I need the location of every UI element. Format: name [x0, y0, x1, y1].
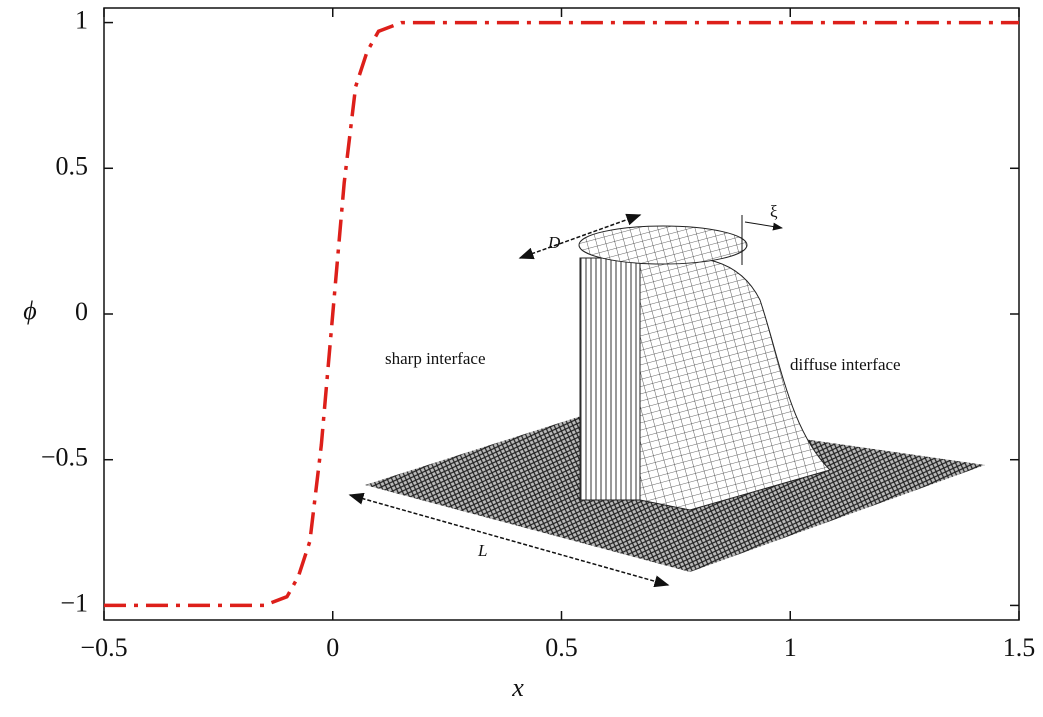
y-tick-label: 0.5 — [56, 151, 89, 180]
diffuse-bump — [639, 256, 831, 511]
inset-label: L — [477, 541, 487, 560]
inset-label: sharp interface — [385, 349, 486, 368]
y-tick-label: −1 — [60, 588, 88, 617]
y-tick-label: 1 — [75, 6, 88, 35]
x-tick-label: 0 — [326, 633, 339, 662]
inset-label: ξ — [770, 202, 778, 221]
x-tick-label: 1 — [784, 633, 797, 662]
inset-label: D — [547, 233, 561, 252]
x-axis-label: x — [511, 673, 524, 702]
y-tick-label: 0 — [75, 297, 88, 326]
d-arrow — [518, 213, 642, 260]
sharp-cylinder — [579, 257, 641, 501]
inset-label: diffuse interface — [790, 355, 901, 374]
xi-arrow — [744, 221, 783, 231]
x-tick-label: −0.5 — [80, 633, 127, 662]
data-line — [104, 20, 1019, 608]
x-tick-label: 0.5 — [545, 633, 578, 662]
inset-figure: D ξ L sharp interface diffuse interface — [348, 202, 985, 588]
cylinder-top — [578, 225, 748, 265]
y-tick-label: −0.5 — [41, 443, 88, 472]
y-axis-label: ϕ — [23, 296, 36, 325]
l-arrow — [348, 492, 670, 588]
x-tick-label: 1.5 — [1003, 633, 1036, 662]
